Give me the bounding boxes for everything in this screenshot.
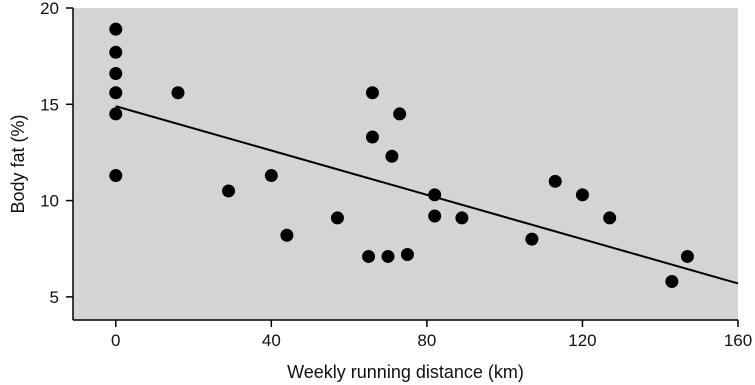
data-point	[264, 169, 278, 183]
data-point	[109, 86, 123, 100]
data-point	[525, 232, 539, 246]
data-point	[548, 174, 562, 188]
data-point	[455, 211, 469, 225]
regression-line	[115, 105, 739, 285]
data-point	[109, 22, 123, 36]
y-axis-label: Body fat (%)	[8, 114, 28, 213]
data-point	[428, 209, 442, 223]
data-point	[171, 86, 185, 100]
data-point	[575, 188, 589, 202]
data-point	[400, 248, 414, 262]
x-tick-label: 40	[262, 331, 281, 350]
data-point	[222, 184, 236, 198]
data-point	[109, 169, 123, 183]
data-point	[362, 249, 376, 263]
x-tick-label: 160	[724, 331, 752, 350]
y-tick-label: 5	[50, 288, 59, 307]
y-axis-ticks: 5 10 15 20	[40, 0, 73, 307]
data-point	[381, 249, 395, 263]
data-point	[393, 107, 407, 121]
x-tick-label: 120	[568, 331, 596, 350]
data-point	[680, 249, 694, 263]
data-point	[365, 86, 379, 100]
x-tick-label: 0	[111, 331, 120, 350]
data-points	[109, 22, 694, 288]
data-point	[665, 274, 679, 288]
plot-area	[73, 8, 738, 320]
data-point	[365, 130, 379, 144]
data-point	[109, 45, 123, 59]
x-tick-label: 80	[417, 331, 436, 350]
data-point	[280, 228, 294, 242]
x-axis-label: Weekly running distance (km)	[287, 362, 524, 382]
data-point	[603, 211, 617, 225]
x-axis-ticks: 0 40 80 120 160	[111, 320, 752, 350]
y-tick-label: 15	[40, 95, 59, 114]
trend-line-group	[115, 105, 739, 285]
data-point	[109, 107, 123, 121]
y-tick-label: 10	[40, 192, 59, 211]
data-point	[109, 66, 123, 80]
y-tick-label: 20	[40, 0, 59, 18]
data-point	[428, 188, 442, 202]
data-point	[330, 211, 344, 225]
data-point	[385, 149, 399, 163]
